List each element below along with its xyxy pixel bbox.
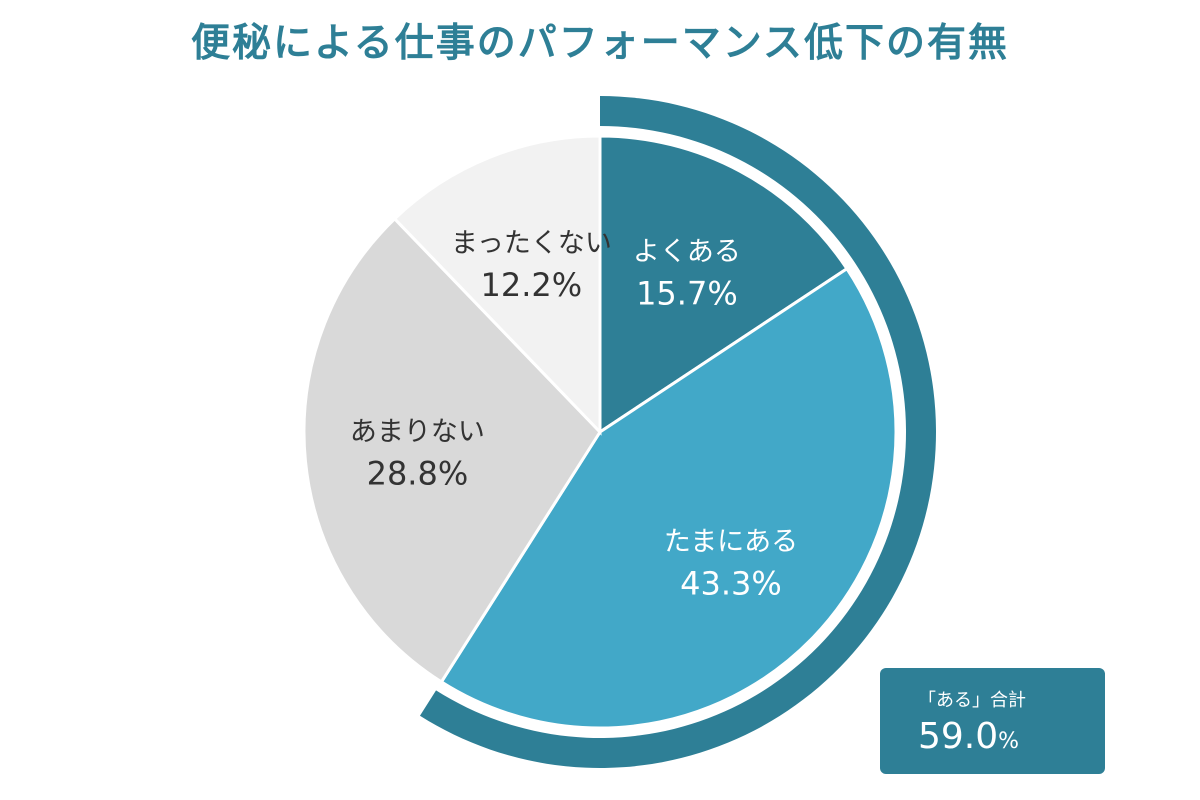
callout-unit: % bbox=[998, 729, 1020, 754]
slice-value-2: 43.3% bbox=[680, 565, 782, 603]
pie-slice-1 bbox=[598, 134, 849, 435]
chart-title: 便秘による仕事のパフォーマンス低下の有無 bbox=[190, 21, 1010, 66]
slice-value-4: 12.2% bbox=[481, 266, 583, 304]
pie-slice-3 bbox=[302, 216, 602, 684]
pie-slice-4 bbox=[392, 134, 602, 436]
slice-label-2: たまにある bbox=[664, 527, 798, 558]
callout-label: 「ある」合計 bbox=[918, 690, 1026, 711]
slice-value-1: 15.7% bbox=[636, 274, 738, 312]
slice-label-4: まったくない bbox=[451, 228, 612, 259]
slice-label-3: あまりない bbox=[350, 416, 485, 447]
pie-slice-2 bbox=[439, 266, 898, 730]
slice-label-1: よくある bbox=[633, 236, 741, 267]
slice-value-3: 28.8% bbox=[367, 454, 469, 492]
callout-number: 59.0 bbox=[918, 716, 999, 757]
total-callout: 「ある」合計 59.0% bbox=[880, 668, 1105, 774]
callout-value: 59.0% bbox=[918, 716, 1019, 757]
